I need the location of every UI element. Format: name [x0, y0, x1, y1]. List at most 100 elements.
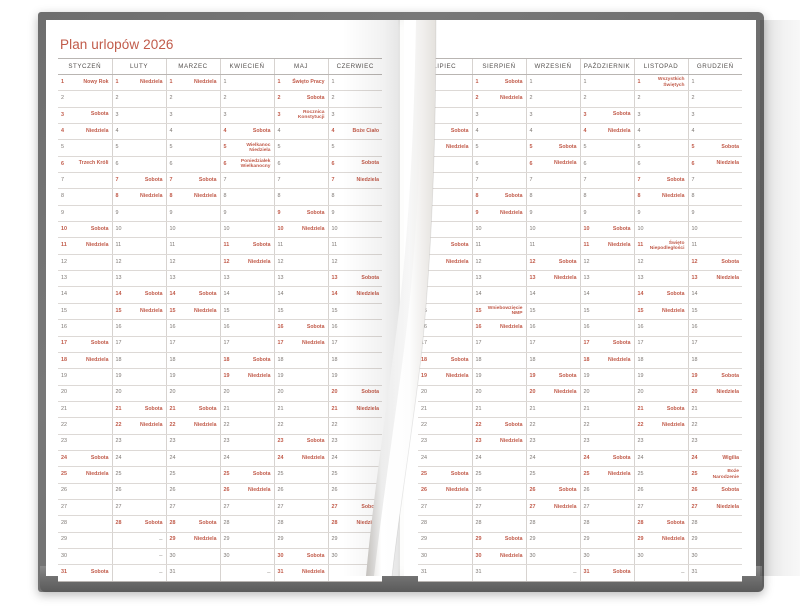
day-cell[interactable]: 8 Niedziela: [165, 188, 220, 206]
day-cell[interactable]: 21 Sobota: [633, 401, 688, 419]
day-cell[interactable]: 20: [58, 385, 112, 402]
day-cell[interactable]: 5: [579, 139, 634, 157]
day-cell[interactable]: 21: [273, 401, 328, 419]
day-cell[interactable]: 25 Niedziela: [58, 466, 112, 484]
day-cell[interactable]: 9: [165, 205, 220, 223]
day-cell[interactable]: 15: [687, 303, 742, 321]
day-cell[interactable]: 30 Niedziela: [471, 548, 526, 566]
day-cell[interactable]: 17: [418, 336, 472, 353]
day-cell[interactable]: 10: [687, 221, 742, 239]
day-cell[interactable]: 13 Niedziela: [525, 270, 580, 288]
day-cell[interactable]: 12 Sobota: [687, 254, 742, 272]
day-cell[interactable]: 10: [219, 221, 274, 239]
day-cell[interactable]: 30: [165, 548, 220, 566]
day-cell[interactable]: 15: [525, 303, 580, 321]
day-cell[interactable]: 1 Niedziela: [165, 74, 220, 92]
day-cell[interactable]: 15 Niedziela: [165, 303, 220, 321]
day-cell[interactable]: 27: [633, 499, 688, 517]
day-cell[interactable]: –: [327, 564, 382, 582]
day-cell[interactable]: 19 Sobota: [525, 368, 580, 386]
day-cell[interactable]: 22: [58, 417, 112, 435]
day-cell[interactable]: 4 Niedziela: [58, 123, 112, 141]
day-cell[interactable]: 22: [687, 417, 742, 435]
day-cell[interactable]: 4: [471, 123, 526, 141]
day-cell[interactable]: 9: [327, 205, 382, 223]
day-cell[interactable]: 28 Sobota: [633, 515, 688, 533]
day-cell[interactable]: 27: [165, 499, 220, 517]
day-cell[interactable]: 2: [525, 90, 580, 108]
day-cell[interactable]: 3 Sobota: [579, 107, 634, 125]
day-cell[interactable]: 22: [418, 417, 472, 435]
day-cell[interactable]: 24: [327, 450, 382, 468]
day-cell[interactable]: 29 Niedziela: [165, 532, 220, 549]
day-cell[interactable]: 15: [327, 303, 382, 321]
day-cell[interactable]: 14 Sobota: [165, 286, 220, 304]
day-cell[interactable]: 2: [219, 90, 274, 108]
day-cell[interactable]: 28: [687, 515, 742, 533]
day-cell[interactable]: 2: [58, 90, 112, 108]
day-cell[interactable]: 13: [633, 270, 688, 288]
day-cell[interactable]: 3: [633, 107, 688, 125]
day-cell[interactable]: 14 Sobota: [111, 286, 166, 304]
day-cell[interactable]: 22: [273, 417, 328, 435]
day-cell[interactable]: 22: [327, 417, 382, 435]
day-cell[interactable]: 17: [327, 336, 382, 353]
day-cell[interactable]: 5: [273, 139, 328, 157]
day-cell[interactable]: 8: [579, 188, 634, 206]
day-cell[interactable]: 28 Sobota: [165, 515, 220, 533]
day-cell[interactable]: 3: [165, 107, 220, 125]
day-cell[interactable]: 7 Sobota: [111, 172, 166, 190]
day-cell[interactable]: 24 Sobota: [58, 450, 112, 468]
day-cell[interactable]: 14: [687, 286, 742, 304]
day-cell[interactable]: 11 Sobota: [219, 237, 274, 255]
day-cell[interactable]: 30: [58, 548, 112, 566]
day-cell[interactable]: 27 Niedziela: [525, 499, 580, 517]
day-cell[interactable]: 19: [165, 368, 220, 386]
day-cell[interactable]: 5: [165, 139, 220, 157]
day-cell[interactable]: –: [219, 564, 274, 582]
day-cell[interactable]: 25: [327, 466, 382, 484]
day-cell[interactable]: 16: [418, 319, 472, 337]
day-cell[interactable]: 8: [687, 188, 742, 206]
day-cell[interactable]: 7 Sobota: [633, 172, 688, 190]
day-cell[interactable]: 14: [525, 286, 580, 304]
day-cell[interactable]: 14 Niedziela: [327, 286, 382, 304]
day-cell[interactable]: 22 Niedziela: [111, 417, 166, 435]
day-cell[interactable]: 5 Wielkanoc Niedziela: [219, 139, 274, 157]
day-cell[interactable]: 1 Nowy Rok: [58, 74, 112, 92]
day-cell[interactable]: 30: [633, 548, 688, 566]
day-cell[interactable]: 19: [273, 368, 328, 386]
day-cell[interactable]: 10: [471, 221, 526, 239]
day-cell[interactable]: 19: [579, 368, 634, 386]
day-cell[interactable]: 23: [165, 434, 220, 451]
day-cell[interactable]: 19 Sobota: [687, 368, 742, 386]
day-cell[interactable]: 18 Niedziela: [58, 352, 112, 370]
day-cell[interactable]: 9: [219, 205, 274, 223]
day-cell[interactable]: 27: [219, 499, 274, 517]
day-cell[interactable]: 16 Niedziela: [471, 319, 526, 337]
day-cell[interactable]: 10: [165, 221, 220, 239]
day-cell[interactable]: 28 Niedziela: [327, 515, 382, 533]
day-cell[interactable]: 28: [418, 515, 472, 533]
day-cell[interactable]: 22: [219, 417, 274, 435]
day-cell[interactable]: 27: [273, 499, 328, 517]
day-cell[interactable]: 21: [418, 401, 472, 419]
day-cell[interactable]: 9: [579, 205, 634, 223]
day-cell[interactable]: 3: [111, 107, 166, 125]
day-cell[interactable]: 16: [525, 319, 580, 337]
day-cell[interactable]: 8: [418, 188, 472, 206]
day-cell[interactable]: 6: [165, 156, 220, 174]
day-cell[interactable]: 1: [579, 74, 634, 92]
day-cell[interactable]: 4 Sobota: [219, 123, 274, 141]
day-cell[interactable]: 29 Niedziela: [633, 532, 688, 549]
day-cell[interactable]: 12: [165, 254, 220, 272]
day-cell[interactable]: 23: [219, 434, 274, 451]
day-cell[interactable]: 17: [111, 336, 166, 353]
day-cell[interactable]: 21 Niedziela: [327, 401, 382, 419]
day-cell[interactable]: 26: [165, 483, 220, 500]
day-cell[interactable]: 17 Niedziela: [273, 336, 328, 353]
day-cell[interactable]: 22 Niedziela: [633, 417, 688, 435]
day-cell[interactable]: 26: [111, 483, 166, 500]
day-cell[interactable]: 4: [633, 123, 688, 141]
day-cell[interactable]: 13: [273, 270, 328, 288]
